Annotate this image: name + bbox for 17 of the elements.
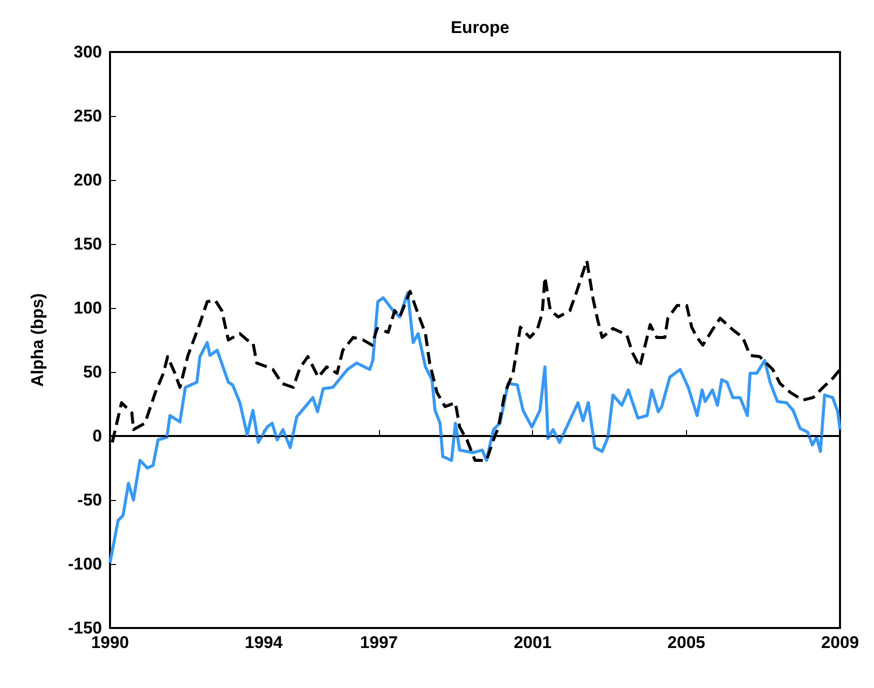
y-tick-label: 0 [92,426,102,446]
y-tick-label: 100 [74,298,102,318]
y-tick-label: 200 [74,170,102,190]
line-series [108,291,842,564]
y-tick-label: 150 [74,234,102,254]
y-tick-label: -100 [68,554,102,574]
y-axis-title: Alpha (bps) [28,293,47,387]
y-tick-label: -50 [77,490,102,510]
x-tick-label: 1997 [360,633,398,652]
chart-title: Europe [450,18,510,37]
x-tick-label: 2005 [667,633,706,652]
x-tick-label: 2001 [514,633,552,652]
x-tick-label: 1994 [244,633,284,652]
x-tick-label: 2009 [821,633,859,652]
y-tick-label: 250 [74,106,102,126]
y-tick-label: 50 [83,362,102,382]
y-tick-label: 300 [74,42,102,62]
